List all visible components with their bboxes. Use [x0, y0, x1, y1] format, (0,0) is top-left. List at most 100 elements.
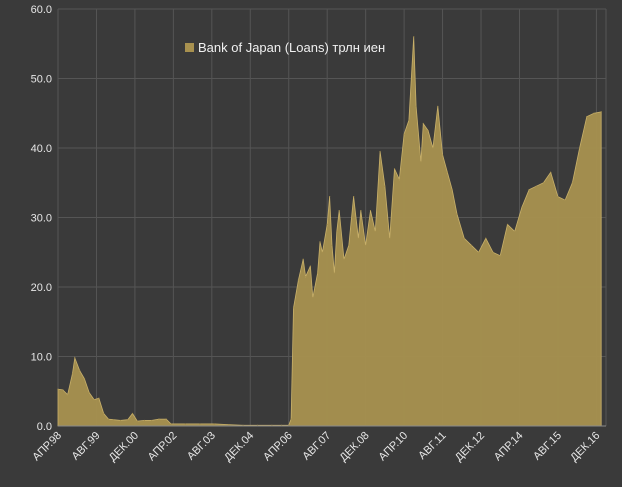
- data-point: [312, 296, 314, 299]
- data-point: [446, 171, 448, 173]
- data-point: [338, 209, 340, 212]
- data-point: [83, 378, 86, 380]
- data-point: [379, 150, 381, 153]
- legend-swatch: [185, 43, 194, 52]
- data-point: [499, 255, 501, 257]
- data-point: [184, 423, 186, 425]
- data-point: [408, 119, 410, 121]
- data-point: [535, 185, 537, 187]
- data-point: [506, 223, 509, 226]
- data-point: [343, 258, 345, 260]
- data-point: [170, 423, 172, 425]
- data-point: [542, 182, 545, 184]
- data-point: [432, 147, 434, 149]
- data-point: [127, 419, 129, 421]
- data-point: [369, 209, 372, 212]
- data-point: [333, 272, 336, 274]
- data-point: [326, 223, 328, 226]
- data-point: [600, 111, 602, 113]
- data-point: [67, 394, 69, 396]
- data-point: [136, 420, 138, 422]
- data-point: [119, 419, 122, 422]
- data-point: [88, 392, 90, 394]
- data-point: [398, 178, 400, 180]
- data-point: [297, 279, 299, 281]
- data-point: [470, 244, 473, 246]
- data-point: [348, 244, 350, 246]
- data-point: [62, 389, 64, 391]
- data-point: [71, 373, 74, 375]
- data-point: [328, 196, 331, 198]
- data-point: [451, 189, 453, 191]
- data-point: [441, 154, 444, 156]
- data-point: [384, 185, 386, 187]
- data-point: [456, 213, 458, 215]
- legend-label: Bank of Japan (Loans) трлн иен: [198, 40, 385, 55]
- data-point: [578, 147, 581, 149]
- y-tick-label: 60.0: [31, 4, 52, 16]
- y-tick-label: 10.0: [31, 352, 52, 364]
- data-point: [415, 105, 417, 107]
- data-point: [365, 244, 367, 246]
- data-point: [521, 206, 523, 208]
- data-point: [374, 230, 376, 232]
- data-point: [427, 130, 429, 132]
- data-point: [103, 412, 105, 415]
- data-point: [437, 105, 439, 107]
- data-point: [143, 419, 146, 422]
- data-point: [57, 388, 59, 390]
- data-point: [550, 171, 552, 173]
- y-axis-tick-labels: 0.0 10.0 20.0 30.0 40.0 50.0 60.0: [31, 4, 52, 433]
- data-point: [302, 258, 304, 260]
- data-point: [74, 357, 76, 359]
- data-point: [492, 251, 494, 253]
- data-point: [319, 241, 321, 243]
- y-tick-label: 40.0: [31, 143, 52, 155]
- legend: Bank of Japan (Loans) трлн иен: [185, 40, 385, 55]
- data-point: [357, 237, 360, 239]
- y-tick-label: 50.0: [31, 74, 52, 86]
- data-point: [98, 397, 100, 399]
- data-point: [528, 189, 530, 191]
- data-point: [353, 196, 355, 198]
- data-point: [165, 418, 167, 420]
- data-point: [213, 423, 215, 425]
- data-point: [422, 123, 424, 125]
- data-point: [107, 418, 110, 420]
- data-point: [93, 398, 95, 401]
- y-tick-label: 0.0: [37, 421, 52, 433]
- data-point: [403, 133, 405, 135]
- data-point: [321, 251, 323, 253]
- data-point: [331, 244, 333, 246]
- y-tick-label: 20.0: [31, 282, 52, 294]
- data-point: [485, 237, 487, 239]
- data-point: [151, 419, 153, 422]
- data-point: [586, 116, 588, 118]
- data-point: [463, 237, 465, 239]
- data-point: [336, 230, 338, 232]
- data-point: [292, 307, 295, 309]
- data-point: [393, 168, 396, 170]
- data-point: [593, 112, 595, 114]
- data-point: [228, 424, 230, 426]
- data-point: [316, 272, 319, 274]
- data-point: [420, 161, 422, 163]
- data-point: [413, 36, 415, 38]
- data-point: [158, 418, 160, 420]
- data-point: [199, 423, 201, 425]
- data-point: [514, 230, 516, 232]
- data-point: [564, 199, 566, 201]
- y-tick-label: 30.0: [31, 213, 52, 225]
- series-layer: [57, 36, 602, 427]
- data-point: [304, 275, 307, 278]
- data-point: [131, 412, 134, 415]
- data-point: [478, 251, 480, 253]
- data-point: [557, 196, 559, 198]
- data-point: [79, 369, 81, 371]
- series-area: [57, 36, 602, 427]
- data-point: [309, 265, 311, 267]
- data-point: [360, 209, 362, 212]
- data-point: [290, 418, 292, 420]
